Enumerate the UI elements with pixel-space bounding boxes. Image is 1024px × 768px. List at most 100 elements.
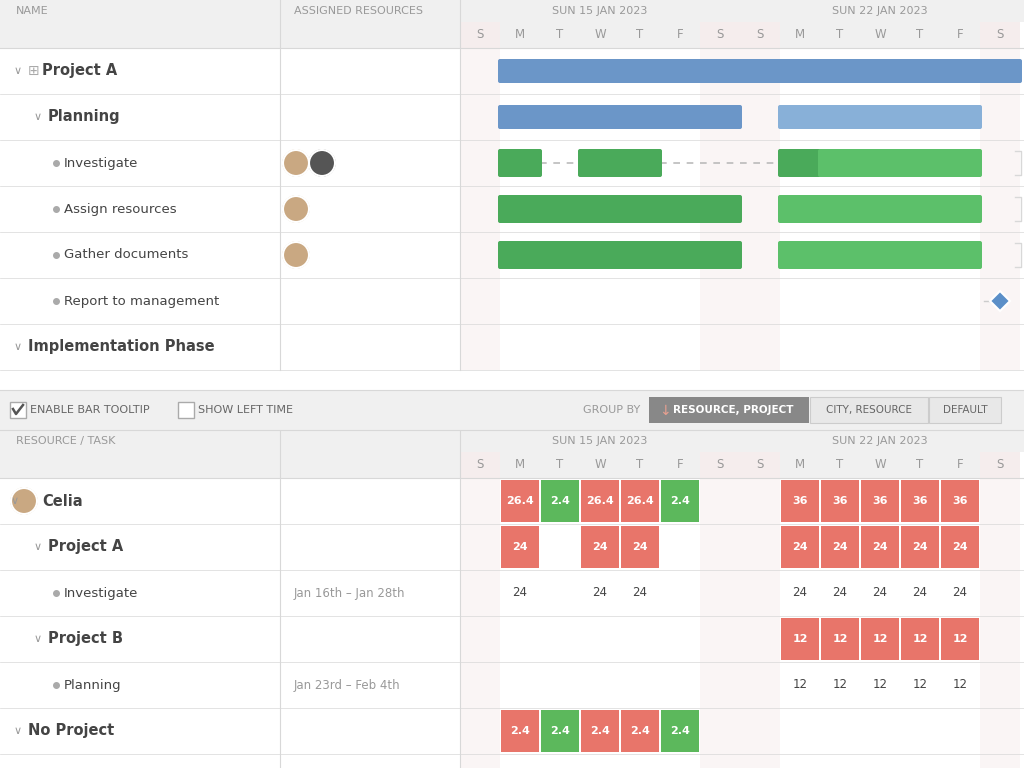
Bar — [621, 526, 659, 568]
Text: S: S — [476, 28, 483, 41]
Bar — [460, 662, 500, 708]
Bar — [0, 478, 1024, 524]
Text: 36: 36 — [912, 496, 928, 506]
Text: 12: 12 — [793, 634, 808, 644]
Text: S: S — [717, 28, 724, 41]
Text: Project B: Project B — [48, 631, 123, 647]
Bar — [941, 618, 979, 660]
Text: 24: 24 — [512, 542, 527, 552]
Bar — [740, 48, 780, 94]
Text: ∨: ∨ — [34, 542, 42, 552]
Bar — [860, 22, 900, 48]
Bar — [980, 570, 1020, 616]
Text: Project A: Project A — [42, 64, 118, 78]
Bar — [980, 616, 1020, 662]
Text: 24: 24 — [912, 542, 928, 552]
Bar — [580, 452, 620, 478]
Bar — [980, 754, 1020, 768]
Bar — [980, 140, 1020, 186]
Text: SUN 15 JAN 2023: SUN 15 JAN 2023 — [552, 6, 648, 16]
Bar — [0, 22, 460, 48]
FancyBboxPatch shape — [498, 195, 742, 223]
Text: 12: 12 — [952, 678, 968, 691]
Text: SHOW LEFT TIME: SHOW LEFT TIME — [198, 405, 293, 415]
Bar — [460, 22, 500, 48]
Bar — [740, 232, 780, 278]
Text: 2.4: 2.4 — [630, 726, 650, 736]
Bar — [0, 430, 1024, 452]
Text: Jan 23rd – Feb 4th: Jan 23rd – Feb 4th — [294, 678, 400, 691]
Bar — [501, 710, 539, 752]
Text: 36: 36 — [872, 496, 888, 506]
Bar — [621, 710, 659, 752]
Text: T: T — [636, 28, 644, 41]
Text: ∨: ∨ — [14, 66, 23, 76]
FancyBboxPatch shape — [498, 241, 742, 269]
Text: T: T — [837, 458, 844, 472]
Bar — [0, 452, 460, 478]
Text: 26.4: 26.4 — [626, 496, 654, 506]
Text: ∨: ∨ — [34, 634, 42, 644]
Text: ASSIGNED RESOURCES: ASSIGNED RESOURCES — [294, 6, 423, 16]
Text: 24: 24 — [512, 587, 527, 600]
Text: S: S — [996, 28, 1004, 41]
Text: 24: 24 — [593, 587, 607, 600]
Text: F: F — [956, 458, 964, 472]
Text: Jan 16th – Jan 28th: Jan 16th – Jan 28th — [294, 587, 406, 600]
Text: W: W — [594, 458, 606, 472]
FancyBboxPatch shape — [498, 105, 742, 129]
Text: Implementation Phase: Implementation Phase — [28, 339, 215, 355]
Bar — [901, 480, 939, 522]
Bar — [980, 278, 1020, 324]
Bar — [740, 452, 780, 478]
Text: T: T — [636, 458, 644, 472]
Text: SUN 22 JAN 2023: SUN 22 JAN 2023 — [833, 436, 928, 446]
Bar — [621, 480, 659, 522]
Bar — [0, 524, 1024, 570]
Text: ∨: ∨ — [11, 496, 19, 506]
Bar — [700, 478, 740, 524]
Text: M: M — [515, 458, 525, 472]
Text: W: W — [594, 28, 606, 41]
Bar — [980, 478, 1020, 524]
Bar — [700, 524, 740, 570]
Text: 26.4: 26.4 — [586, 496, 613, 506]
Bar — [460, 186, 500, 232]
Text: M: M — [795, 458, 805, 472]
Text: 24: 24 — [793, 542, 808, 552]
Bar — [941, 480, 979, 522]
Bar — [980, 48, 1020, 94]
Text: S: S — [757, 458, 764, 472]
Bar — [940, 22, 980, 48]
Text: 2.4: 2.4 — [550, 496, 570, 506]
Text: ∨: ∨ — [34, 112, 42, 122]
Text: S: S — [757, 28, 764, 41]
Bar — [0, 616, 1024, 662]
Bar — [860, 452, 900, 478]
Bar — [941, 526, 979, 568]
Bar — [861, 526, 899, 568]
Text: 2.4: 2.4 — [670, 726, 690, 736]
Text: ⊞: ⊞ — [28, 64, 40, 78]
Text: ∨: ∨ — [14, 342, 23, 352]
Bar — [740, 754, 780, 768]
FancyBboxPatch shape — [778, 149, 822, 177]
Bar — [781, 526, 819, 568]
Bar — [861, 618, 899, 660]
Bar — [780, 452, 820, 478]
Text: SUN 15 JAN 2023: SUN 15 JAN 2023 — [552, 436, 648, 446]
Text: Celia: Celia — [42, 494, 83, 508]
Bar — [660, 22, 700, 48]
Bar — [700, 140, 740, 186]
FancyBboxPatch shape — [818, 149, 982, 177]
Bar — [0, 140, 1024, 186]
Text: T: T — [916, 458, 924, 472]
Text: T: T — [556, 28, 563, 41]
Bar — [0, 708, 1024, 754]
Bar — [540, 452, 580, 478]
Bar — [580, 22, 620, 48]
Text: M: M — [795, 28, 805, 41]
Text: No Project: No Project — [28, 723, 115, 739]
Bar — [0, 662, 1024, 708]
FancyBboxPatch shape — [498, 149, 542, 177]
